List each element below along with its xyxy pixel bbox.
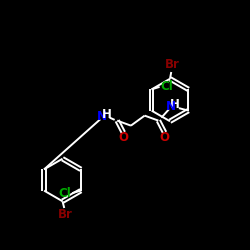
Text: O: O bbox=[160, 131, 170, 144]
Text: N: N bbox=[97, 110, 107, 124]
Text: Cl: Cl bbox=[58, 186, 71, 200]
Text: H: H bbox=[170, 98, 180, 112]
Text: Cl: Cl bbox=[160, 80, 173, 93]
Text: Br: Br bbox=[165, 58, 180, 71]
Text: H: H bbox=[102, 108, 111, 122]
Text: Br: Br bbox=[58, 208, 72, 222]
Text: N: N bbox=[166, 100, 176, 114]
Text: O: O bbox=[118, 131, 128, 144]
